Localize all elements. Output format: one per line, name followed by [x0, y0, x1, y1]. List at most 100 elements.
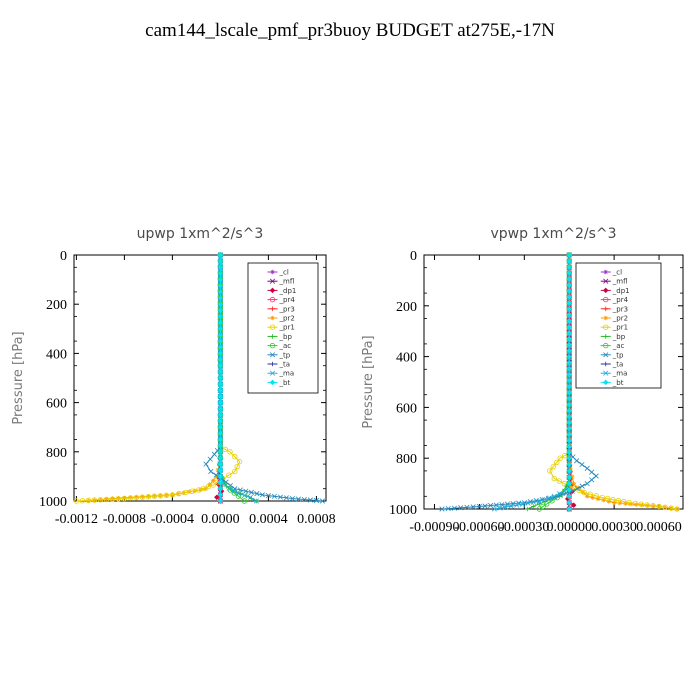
y-tick-label: 400 [396, 351, 417, 366]
legend-label: _ma [279, 370, 295, 378]
data-point [231, 488, 237, 494]
data-point [217, 485, 224, 492]
legend-item: _pr2 [267, 315, 295, 323]
legend-item: _ta [267, 361, 290, 369]
data-point [497, 505, 503, 511]
y-axis-label: Pressure [hPa] [11, 331, 26, 424]
legend-item: _bt [600, 379, 624, 387]
data-point [196, 487, 202, 493]
y-axis-label: Pressure [hPa] [361, 335, 376, 428]
legend-marker [603, 269, 609, 275]
legend-marker [270, 306, 275, 312]
x-tick-label: -0.00060 [454, 520, 504, 535]
legend-item: _mfl [600, 278, 627, 286]
legend-marker [269, 352, 276, 358]
data-point [122, 495, 127, 501]
data-point [566, 365, 572, 372]
data-point [217, 362, 224, 369]
data-point [73, 498, 80, 504]
legend-label: _bp [279, 333, 293, 341]
legend-label: _pr2 [612, 315, 628, 323]
y-tick-label: 1000 [389, 503, 417, 518]
legend-marker [269, 296, 276, 303]
data-point [650, 502, 656, 509]
legend-item: _pr4 [600, 296, 629, 304]
data-point [574, 458, 580, 464]
data-point [203, 461, 209, 467]
legend-label: _bt [279, 379, 291, 387]
data-point [606, 499, 612, 504]
data-point [566, 282, 572, 288]
data-point [540, 503, 546, 510]
data-point [566, 347, 572, 354]
legend-marker [269, 342, 276, 349]
series-ma [491, 252, 572, 512]
data-point [271, 493, 277, 499]
data-point [217, 479, 224, 486]
legend-marker [270, 315, 275, 321]
data-point [217, 258, 224, 264]
data-point [566, 377, 572, 384]
plot-frame [423, 254, 684, 510]
data-point [217, 406, 224, 412]
legend-marker [269, 370, 276, 376]
legend-marker [603, 296, 609, 303]
legend-label: _pr2 [279, 315, 295, 323]
data-point [566, 425, 572, 432]
data-point [217, 326, 224, 332]
legend-item: _pr1 [600, 324, 628, 332]
data-point [566, 270, 572, 276]
data-point [307, 497, 313, 503]
data-point [566, 401, 572, 408]
data-point [556, 491, 563, 497]
data-point [205, 483, 212, 490]
y-tick-label: 800 [46, 446, 67, 461]
data-point [587, 491, 593, 497]
legend-label: _pr1 [612, 324, 628, 332]
data-point [476, 503, 482, 510]
data-point [550, 463, 556, 470]
data-point [157, 493, 164, 499]
data-point [217, 418, 224, 424]
legend-marker [270, 269, 275, 275]
x-tick-label: 0.0000 [201, 512, 240, 527]
data-point [217, 344, 224, 350]
data-point [557, 455, 563, 461]
data-point [470, 504, 476, 510]
legend-item: _cl [267, 269, 289, 277]
data-point [566, 312, 572, 318]
data-point [163, 492, 170, 499]
data-point [566, 493, 572, 500]
y-tick-label: 400 [46, 347, 67, 362]
legend-label: _pr1 [279, 324, 295, 332]
data-point [566, 300, 572, 306]
data-point [493, 502, 499, 508]
data-point [176, 490, 182, 497]
data-point [217, 455, 224, 461]
series-line [539, 255, 570, 510]
data-point [566, 395, 572, 402]
data-point [566, 359, 572, 366]
data-point [217, 350, 224, 357]
x-tick-label: -0.0012 [55, 512, 98, 527]
data-point [237, 487, 243, 493]
data-point [566, 419, 572, 426]
legend-label: _mfl [279, 278, 295, 286]
data-point [566, 407, 572, 414]
data-point [531, 499, 537, 505]
x-tick-label: -0.0004 [151, 512, 194, 527]
data-point [566, 506, 572, 512]
series-line [88, 255, 221, 502]
legend-label: _ta [612, 361, 624, 369]
data-point [207, 456, 213, 462]
data-point [277, 494, 283, 500]
series-bt [566, 252, 572, 512]
data-point [566, 288, 572, 294]
data-point [79, 497, 86, 504]
data-point [134, 494, 139, 500]
data-point [169, 492, 176, 498]
data-point [566, 318, 572, 324]
legend-marker [603, 306, 609, 312]
data-point [639, 502, 645, 508]
